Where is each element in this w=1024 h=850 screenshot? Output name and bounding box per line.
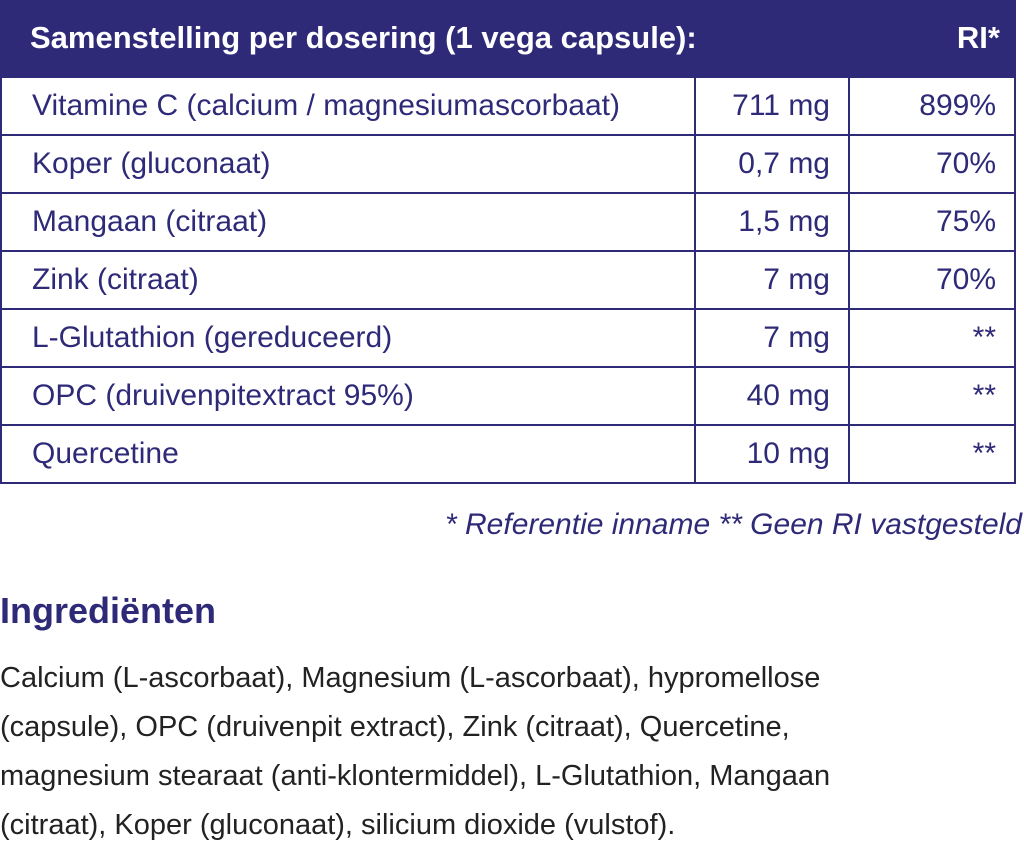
- header-cell: Samenstelling per dosering (1 vega capsu…: [30, 20, 697, 55]
- table-row: OPC (druivenpitextract 95%) 40 mg **: [0, 366, 1016, 426]
- table-cell: Zink (citraat): [0, 250, 696, 310]
- text-line: Calcium (L-ascorbaat), Magnesium (L-asco…: [0, 662, 821, 694]
- table-cell: 70%: [848, 134, 1016, 194]
- table-cell: 1,5 mg: [694, 192, 850, 252]
- table-cell: Koper (gluconaat): [0, 134, 696, 194]
- text-line: magnesium stearaat (anti-klontermiddel),…: [0, 760, 831, 792]
- table-cell: OPC (druivenpitextract 95%): [0, 366, 696, 426]
- header-cell: RI*: [956, 20, 1000, 55]
- table-cell: 40 mg: [694, 366, 850, 426]
- table-cell: **: [848, 366, 1016, 426]
- table-cell: Mangaan (citraat): [0, 192, 696, 252]
- table-row: L-Glutathion (gereduceerd) 7 mg **: [0, 308, 1016, 368]
- table-row: Koper (gluconaat) 0,7 mg 70%: [0, 134, 1016, 194]
- ingredients-text: Calcium (L-ascorbaat), Magnesium (L-asco…: [0, 654, 830, 850]
- table-row: Vitamine C (calcium / magnesiumascorbaat…: [0, 76, 1016, 136]
- table-cell: 10 mg: [694, 424, 850, 484]
- table-cell: **: [848, 424, 1016, 484]
- footnote: * Referentie inname ** Geen RI vastgeste…: [445, 508, 1022, 541]
- table-cell: 899%: [848, 76, 1016, 136]
- section-title: Ingrediënten: [0, 590, 217, 631]
- text-line: (capsule), OPC (druivenpit extract), Zin…: [0, 711, 790, 743]
- table-cell: L-Glutathion (gereduceerd): [0, 308, 696, 368]
- table-cell: Quercetine: [0, 424, 696, 484]
- table-cell: 70%: [848, 250, 1016, 310]
- table-cell: Vitamine C (calcium / magnesiumascorbaat…: [0, 76, 696, 136]
- table-row: Mangaan (citraat) 1,5 mg 75%: [0, 192, 1016, 252]
- table-cell: 711 mg: [694, 76, 850, 136]
- table-row: Quercetine 10 mg **: [0, 424, 1016, 484]
- table-cell: 7 mg: [694, 308, 850, 368]
- table-header: Samenstelling per dosering (1 vega capsu…: [0, 0, 1016, 76]
- table-cell: 0,7 mg: [694, 134, 850, 194]
- table-cell: 75%: [848, 192, 1016, 252]
- table-cell: 7 mg: [694, 250, 850, 310]
- table-cell: **: [848, 308, 1016, 368]
- table: Vitamine C (calcium / magnesiumascorbaat…: [0, 76, 1016, 484]
- table-row: Zink (citraat) 7 mg 70%: [0, 250, 1016, 310]
- text-line: (citraat), Koper (gluconaat), silicium d…: [0, 809, 676, 841]
